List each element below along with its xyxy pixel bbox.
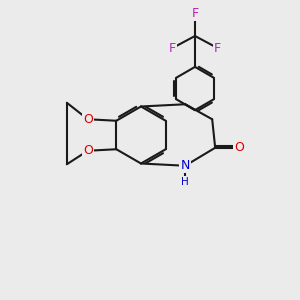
Text: O: O: [83, 144, 93, 157]
Text: N: N: [181, 159, 190, 172]
Text: F: F: [169, 41, 176, 55]
Text: F: F: [191, 7, 199, 20]
Text: O: O: [83, 113, 93, 126]
Text: F: F: [214, 41, 221, 55]
Text: O: O: [234, 141, 244, 154]
Text: H: H: [181, 177, 189, 187]
